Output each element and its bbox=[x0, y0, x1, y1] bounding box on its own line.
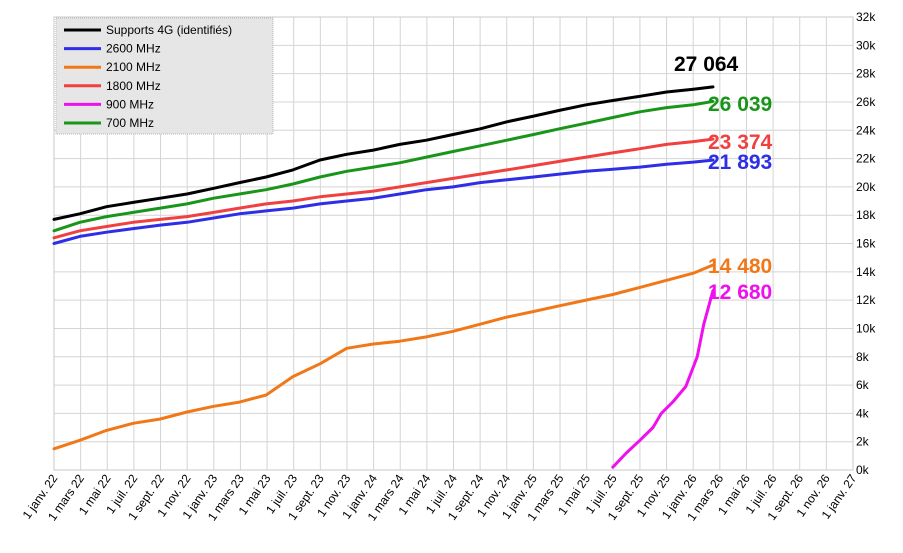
y-tick-label: 14k bbox=[856, 265, 876, 279]
legend: Supports 4G (identifiés) 2600 MHz 2100 MHz… bbox=[55, 17, 274, 135]
y-tick-label: 28k bbox=[856, 67, 876, 81]
end-labels: 27 064 21 893 14 480 23 374 12 680 26 039 bbox=[674, 53, 773, 304]
y-tick-label: 32k bbox=[856, 10, 876, 24]
y-tick-label: 12k bbox=[856, 293, 876, 307]
end-label-2600-mhz: 21 893 bbox=[708, 151, 772, 174]
x-axis-ticks: 1 janv. 221 mars 221 mai 221 juil. 221 s… bbox=[20, 471, 860, 523]
y-tick-label: 8k bbox=[856, 350, 870, 364]
legend-label-2100-mhz: 2100 MHz bbox=[106, 60, 161, 74]
end-label-900-mhz: 12 680 bbox=[708, 281, 772, 304]
end-label-2100-mhz: 14 480 bbox=[708, 255, 772, 278]
y-tick-label: 24k bbox=[856, 123, 876, 137]
series-line-700-mhz bbox=[52, 99, 715, 233]
y-tick-label: 4k bbox=[856, 406, 870, 420]
end-label-700-mhz: 26 039 bbox=[708, 93, 772, 116]
legend-label-supports-4g-identifies: Supports 4G (identifiés) bbox=[106, 23, 232, 37]
series-line-supports-4g-identifies bbox=[52, 85, 715, 221]
grid bbox=[53, 16, 854, 471]
end-label-supports-4g-identifies: 27 064 bbox=[674, 53, 739, 76]
series-lines bbox=[52, 85, 715, 469]
y-tick-label: 6k bbox=[856, 378, 870, 392]
legend-label-2600-mhz: 2600 MHz bbox=[106, 42, 161, 56]
legend-label-900-mhz: 900 MHz bbox=[106, 97, 154, 111]
y-tick-label: 0k bbox=[856, 463, 870, 477]
series-line-1800-mhz bbox=[52, 137, 715, 240]
series-line-2100-mhz bbox=[52, 263, 715, 451]
y-tick-label: 2k bbox=[856, 435, 870, 449]
end-label-1800-mhz: 23 374 bbox=[708, 131, 773, 154]
legend-box bbox=[55, 17, 274, 135]
y-axis-ticks: 0k 2k 4k 6k 8k 10k 12k 14k 16k 18k 20k 22k 24k 26k 28k… bbox=[856, 10, 876, 477]
y-tick-label: 26k bbox=[856, 95, 876, 109]
y-tick-label: 10k bbox=[856, 321, 876, 335]
series-line-900-mhz bbox=[611, 289, 715, 469]
legend-label-1800-mhz: 1800 MHz bbox=[106, 79, 161, 93]
y-tick-label: 22k bbox=[856, 152, 876, 166]
series-line-2600-mhz bbox=[52, 158, 715, 245]
y-tick-label: 20k bbox=[856, 180, 876, 194]
y-tick-label: 30k bbox=[856, 38, 876, 52]
y-tick-label: 18k bbox=[856, 208, 876, 222]
legend-label-700-mhz: 700 MHz bbox=[106, 116, 154, 130]
y-tick-label: 16k bbox=[856, 237, 876, 251]
